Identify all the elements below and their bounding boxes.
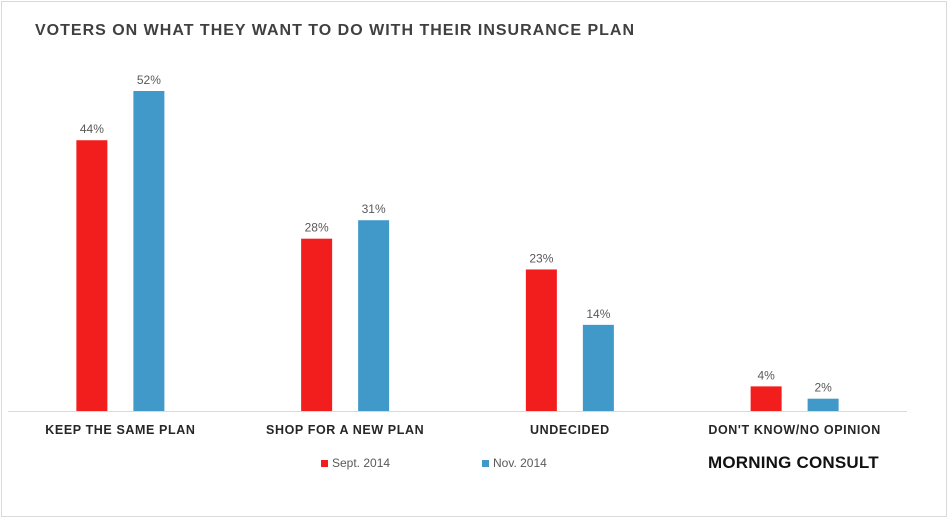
data-label-sept-2014-don-t-know-no-opinion: 4% xyxy=(757,368,775,382)
chart-title: VOTERS ON WHAT THEY WANT TO DO WITH THEI… xyxy=(35,22,635,39)
category-label-keep-the-same-plan: KEEP THE SAME PLAN xyxy=(45,423,195,437)
bar-sept-2014-don-t-know-no-opinion xyxy=(750,386,782,411)
bar-nov-2014-shop-for-a-new-plan xyxy=(358,220,390,411)
legend-label-nov: Nov. 2014 xyxy=(493,456,547,470)
bar-sept-2014-undecided xyxy=(525,269,557,411)
category-label-don-t-know-no-opinion: DON'T KNOW/NO OPINION xyxy=(708,423,881,437)
bar-nov-2014-don-t-know-no-opinion xyxy=(807,398,839,411)
bar-nov-2014-keep-the-same-plan xyxy=(133,91,165,411)
legend: Sept. 2014 Nov. 2014 xyxy=(0,456,950,476)
bar-sept-2014-shop-for-a-new-plan xyxy=(301,238,333,411)
data-label-nov-2014-shop-for-a-new-plan: 31% xyxy=(362,202,386,216)
data-label-sept-2014-undecided: 23% xyxy=(529,251,553,265)
legend-swatch-sept xyxy=(321,459,328,467)
data-label-sept-2014-keep-the-same-plan: 44% xyxy=(80,122,104,136)
category-label-undecided: UNDECIDED xyxy=(530,423,610,437)
data-label-nov-2014-undecided: 14% xyxy=(586,307,610,321)
data-label-nov-2014-keep-the-same-plan: 52% xyxy=(137,73,161,87)
data-label-nov-2014-don-t-know-no-opinion: 2% xyxy=(814,381,832,395)
legend-item-sept: Sept. 2014 xyxy=(321,456,390,470)
legend-item-nov: Nov. 2014 xyxy=(482,456,547,470)
bar-nov-2014-undecided xyxy=(582,324,614,411)
legend-label-sept: Sept. 2014 xyxy=(332,456,391,470)
brand-logo: MORNING CONSULT xyxy=(708,453,879,472)
data-label-sept-2014-shop-for-a-new-plan: 28% xyxy=(305,221,329,235)
category-label-shop-for-a-new-plan: SHOP FOR A NEW PLAN xyxy=(266,423,424,437)
legend-swatch-nov xyxy=(482,459,489,467)
bar-sept-2014-keep-the-same-plan xyxy=(76,140,108,411)
